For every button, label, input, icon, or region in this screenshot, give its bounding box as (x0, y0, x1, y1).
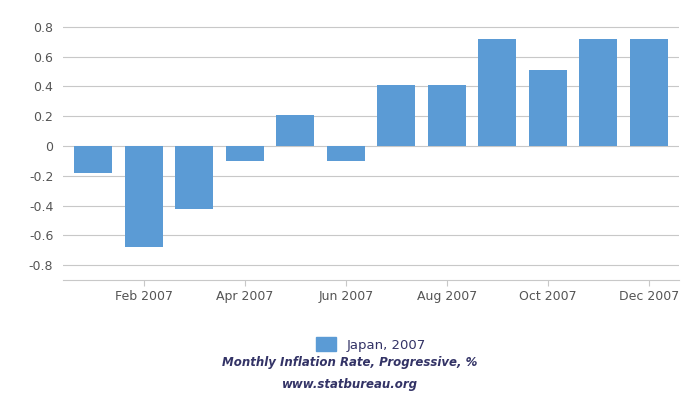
Text: Monthly Inflation Rate, Progressive, %: Monthly Inflation Rate, Progressive, % (223, 356, 477, 369)
Bar (327, 146, 365, 161)
Bar (377, 85, 415, 146)
Bar (226, 146, 264, 161)
Bar (276, 115, 314, 146)
Bar (428, 85, 466, 146)
Bar (528, 70, 567, 146)
Bar (175, 146, 214, 208)
Bar (74, 146, 112, 173)
Text: www.statbureau.org: www.statbureau.org (282, 378, 418, 391)
Legend: Japan, 2007: Japan, 2007 (311, 332, 431, 357)
Bar (125, 146, 162, 247)
Bar (580, 39, 617, 146)
Bar (630, 39, 668, 146)
Bar (478, 39, 516, 146)
